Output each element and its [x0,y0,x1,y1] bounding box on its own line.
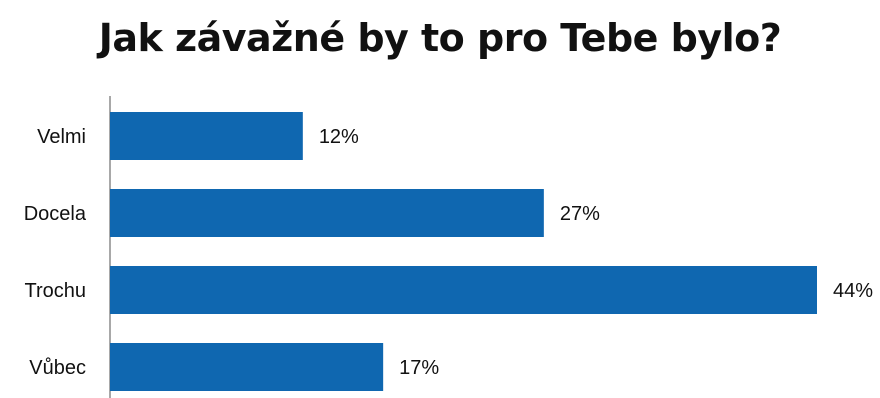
value-label-0: 12% [319,126,359,148]
bars-group: Velmi 12% Docela 27% Trochu 44% Vůbec 17% [24,112,873,391]
category-label-2: Trochu [24,280,86,302]
bar-3 [110,343,384,391]
bar-2 [110,266,817,314]
value-label-1: 27% [560,203,600,225]
category-label-0: Velmi [37,126,86,148]
value-label-3: 17% [399,357,439,379]
chart-title: Jak závažné by to pro Tebe bylo? [98,16,782,60]
bar-0 [110,112,303,160]
bar-1 [110,189,544,237]
category-label-1: Docela [24,203,87,225]
value-label-2: 44% [833,280,873,302]
category-label-3: Vůbec [29,357,86,379]
